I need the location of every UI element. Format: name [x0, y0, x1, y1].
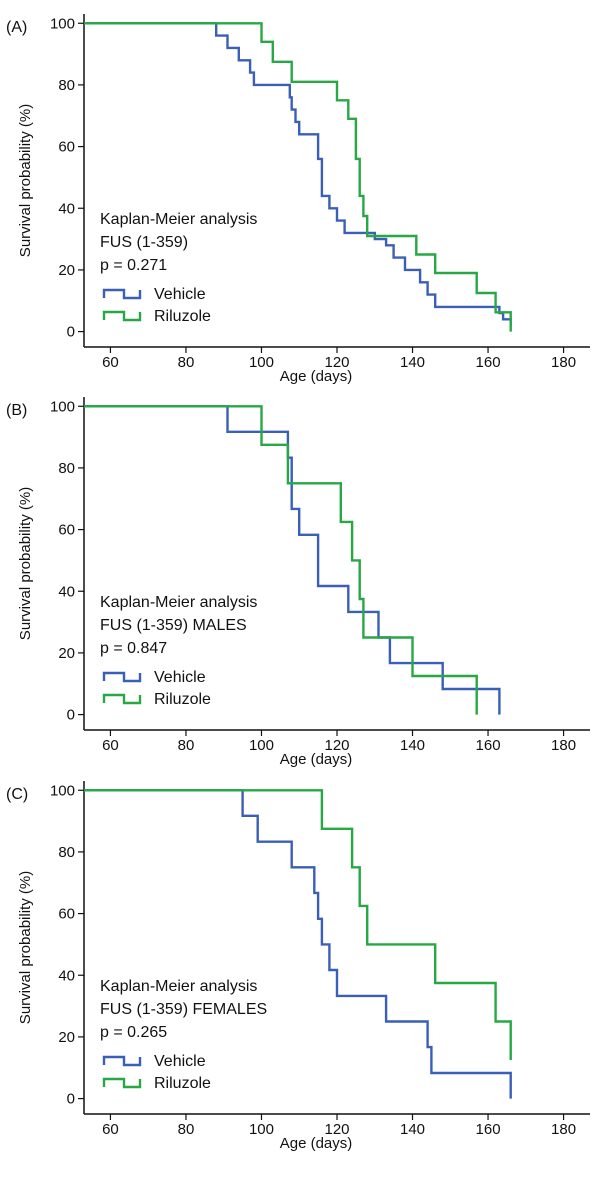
legend-swatch	[102, 288, 142, 300]
y-tick-label: 100	[50, 15, 75, 32]
legend-label: Vehicle	[154, 1053, 206, 1070]
x-axis-label: Age (days)	[280, 751, 353, 768]
y-tick-label: 100	[50, 398, 75, 415]
legend-label: Riluzole	[154, 308, 211, 325]
series-riluzole-curve	[84, 789, 512, 1060]
y-tick-label: 80	[58, 844, 75, 861]
x-tick-label: 120	[324, 354, 349, 371]
annotation-line: FUS (1-359) MALES	[100, 617, 247, 634]
y-tick-label: 60	[58, 906, 75, 923]
legend-swatch	[102, 671, 142, 683]
annotation-line: p = 0.265	[100, 1024, 167, 1041]
x-tick-label: 160	[476, 1121, 501, 1138]
x-tick-label: 80	[178, 354, 195, 371]
y-tick-label: 60	[58, 522, 75, 539]
x-tick-label: 100	[249, 737, 274, 754]
annotation-line: p = 0.847	[100, 640, 167, 657]
panel-label: (C)	[6, 786, 28, 803]
y-tick-label: 40	[58, 583, 75, 600]
annotation-line: p = 0.271	[100, 257, 167, 274]
y-tick-label: 20	[58, 1029, 75, 1046]
y-axis-label: Survival probability (%)	[17, 871, 34, 1024]
y-tick-label: 0	[67, 707, 75, 724]
legend-swatch	[102, 310, 142, 322]
legend-swatch	[102, 1055, 142, 1067]
x-tick-label: 80	[178, 1121, 195, 1138]
series-vehicle-curve	[84, 22, 512, 326]
y-tick-label: 0	[67, 1091, 75, 1108]
y-tick-label: 80	[58, 460, 75, 477]
panel-1: 0 20 40 60 80 100 60 80 100 120 140 160 180 Age (days…	[6, 14, 590, 385]
x-tick-label: 60	[102, 1121, 119, 1138]
x-tick-label: 100	[249, 1121, 274, 1138]
legend-label: Vehicle	[154, 286, 206, 303]
x-tick-label: 140	[400, 1121, 425, 1138]
annotation-line: Kaplan-Meier analysis	[100, 211, 257, 228]
x-tick-label: 120	[324, 737, 349, 754]
y-tick-label: 40	[58, 200, 75, 217]
y-tick-label: 20	[58, 645, 75, 662]
y-tick-label: 40	[58, 967, 75, 984]
y-tick-label: 80	[58, 77, 75, 94]
legend-label: Riluzole	[154, 691, 211, 708]
y-tick-label: 20	[58, 262, 75, 279]
series-riluzole-curve	[84, 405, 478, 715]
y-axis-label: Survival probability (%)	[17, 487, 34, 640]
annotation-line: FUS (1-359)	[100, 234, 188, 251]
x-tick-label: 60	[102, 354, 119, 371]
x-tick-label: 160	[476, 737, 501, 754]
y-axis-label: Survival probability (%)	[17, 104, 34, 257]
x-tick-label: 100	[249, 354, 274, 371]
x-tick-label: 180	[551, 354, 576, 371]
legend-swatch	[102, 1077, 142, 1089]
panel-3: 0 20 40 60 80 100 60 80 100 120 140 160 180 Age (days…	[6, 781, 590, 1152]
x-tick-label: 160	[476, 354, 501, 371]
annotation-line: Kaplan-Meier analysis	[100, 978, 257, 995]
legend-swatch	[102, 693, 142, 705]
panel-label: (B)	[6, 402, 27, 419]
annotation-line: Kaplan-Meier analysis	[100, 594, 257, 611]
y-tick-label: 0	[67, 324, 75, 341]
x-tick-label: 60	[102, 737, 119, 754]
series-riluzole-curve	[84, 22, 512, 332]
x-axis-label: Age (days)	[280, 1135, 353, 1152]
x-tick-label: 180	[551, 737, 576, 754]
x-tick-label: 180	[551, 1121, 576, 1138]
panel-2: 0 20 40 60 80 100 60 80 100 120 140 160 180 Age (days…	[6, 397, 590, 768]
series-vehicle-curve	[84, 789, 512, 1099]
x-axis-label: Age (days)	[280, 368, 353, 385]
series-vehicle-curve	[84, 405, 501, 715]
legend-label: Vehicle	[154, 669, 206, 686]
y-tick-label: 60	[58, 139, 75, 156]
x-tick-label: 120	[324, 1121, 349, 1138]
annotation-line: FUS (1-359) FEMALES	[100, 1001, 267, 1018]
x-tick-label: 140	[400, 737, 425, 754]
x-tick-label: 80	[178, 737, 195, 754]
panel-label: (A)	[6, 19, 27, 36]
x-tick-label: 140	[400, 354, 425, 371]
y-tick-label: 100	[50, 782, 75, 799]
legend-label: Riluzole	[154, 1075, 211, 1092]
